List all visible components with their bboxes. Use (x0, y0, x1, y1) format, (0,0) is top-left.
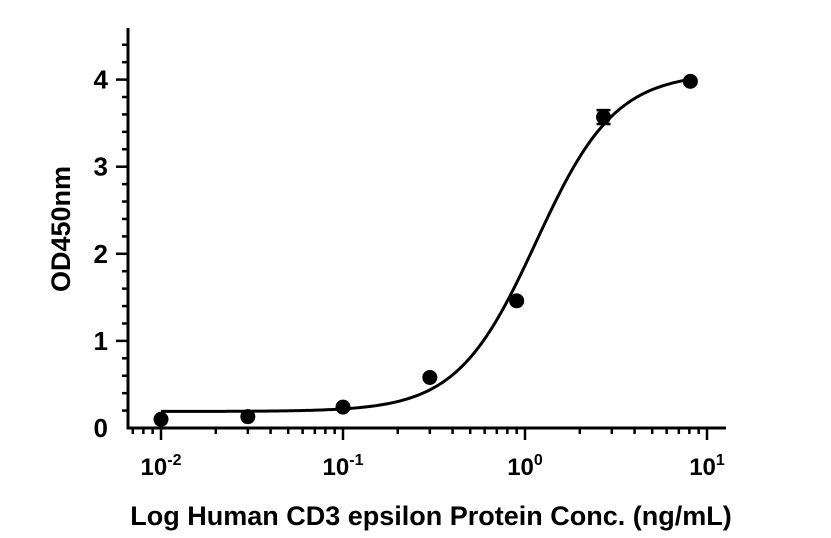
y-tick-label: 1 (94, 326, 108, 356)
data-point (682, 73, 698, 89)
fit-curve-layer (160, 77, 691, 413)
y-tick-label: 3 (94, 152, 108, 182)
data-point (596, 109, 612, 125)
x-tick-label: 10-2 (141, 452, 182, 481)
x-tick-label: 100 (507, 452, 543, 481)
data-point (335, 399, 351, 415)
data-points-layer (153, 73, 698, 427)
y-tick-label: 0 (94, 413, 108, 443)
fit-curve (160, 77, 691, 413)
y-tick-label: 2 (94, 239, 108, 269)
tick-labels-layer: 0 1 2 3 4 10-2 10-1 100 101 (94, 65, 725, 481)
x-tick-label: 101 (689, 452, 725, 481)
y-tick-label: 4 (94, 65, 109, 95)
data-point (509, 293, 525, 309)
data-point (240, 409, 256, 425)
x-tick-label: 10-1 (323, 452, 364, 481)
data-point (153, 411, 169, 427)
x-axis-title: Log Human CD3 epsilon Protein Conc. (ng/… (130, 501, 732, 531)
data-point (422, 369, 438, 385)
axes-layer (116, 28, 726, 440)
y-axis-title: OD450nm (46, 166, 76, 292)
